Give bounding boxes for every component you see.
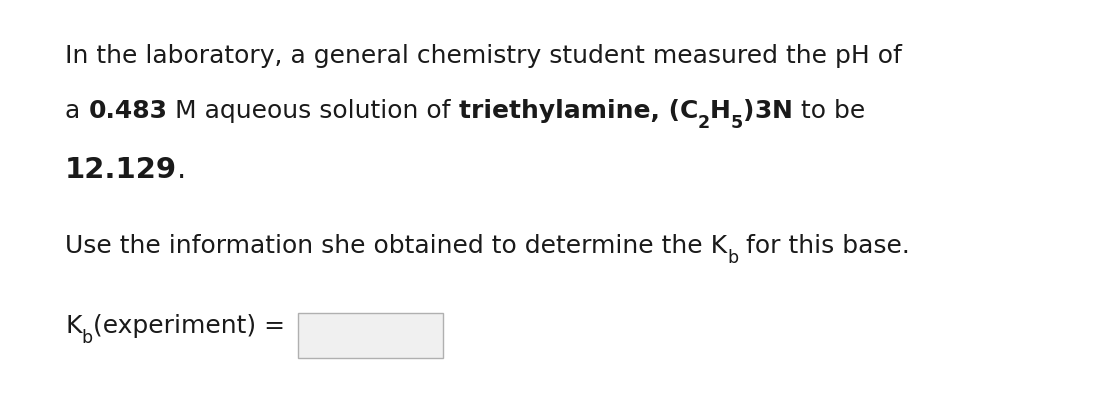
Text: 12.129: 12.129 <box>65 156 177 184</box>
FancyBboxPatch shape <box>298 313 442 358</box>
Text: H: H <box>710 99 731 123</box>
Text: N: N <box>772 99 793 123</box>
Text: (experiment) =: (experiment) = <box>93 314 293 338</box>
Text: 2: 2 <box>698 114 710 132</box>
Text: .: . <box>177 156 187 184</box>
Text: to be: to be <box>793 99 865 123</box>
Text: K: K <box>65 314 82 338</box>
Text: triethylamine, (C: triethylamine, (C <box>459 99 698 123</box>
Text: for this base.: for this base. <box>738 234 910 258</box>
Text: 3: 3 <box>754 99 772 123</box>
Text: M aqueous solution of: M aqueous solution of <box>167 99 459 123</box>
Text: 0.483: 0.483 <box>88 99 167 123</box>
Text: Use the information she obtained to determine the K: Use the information she obtained to dete… <box>65 234 727 258</box>
Text: ): ) <box>743 99 754 123</box>
Text: In the laboratory, a general chemistry student measured the pH of: In the laboratory, a general chemistry s… <box>65 44 901 68</box>
Text: b: b <box>82 329 93 347</box>
Text: a: a <box>65 99 88 123</box>
Text: 5: 5 <box>731 114 743 132</box>
Text: b: b <box>727 249 738 267</box>
